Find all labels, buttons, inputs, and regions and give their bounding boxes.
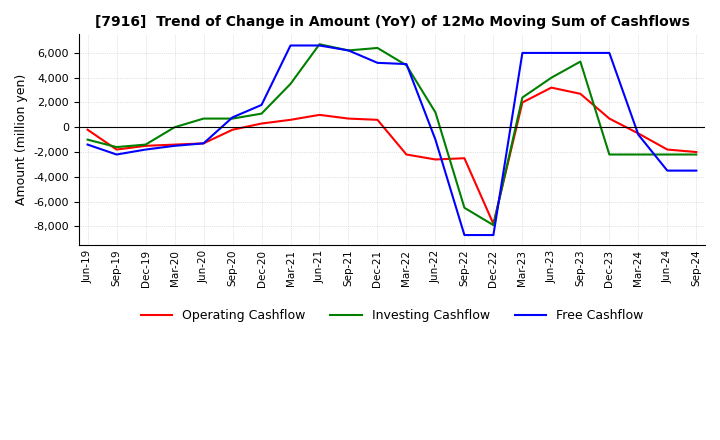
Investing Cashflow (141, 142, 150, 147)
Legend: Operating Cashflow, Investing Cashflow, Free Cashflow: Operating Cashflow, Investing Cashflow, … (135, 304, 648, 327)
Operating Cashflow (692, 150, 701, 155)
Operating Cashflow (344, 116, 353, 121)
Operating Cashflow (518, 100, 527, 105)
Investing Cashflow (344, 48, 353, 53)
Free Cashflow (112, 152, 121, 157)
Investing Cashflow (84, 137, 92, 142)
Investing Cashflow (518, 95, 527, 100)
Investing Cashflow (257, 111, 266, 116)
Free Cashflow (663, 168, 672, 173)
Free Cashflow (576, 50, 585, 55)
Free Cashflow (489, 232, 498, 238)
Free Cashflow (228, 115, 237, 120)
Line: Investing Cashflow: Investing Cashflow (88, 44, 696, 225)
Operating Cashflow (112, 147, 121, 152)
Operating Cashflow (373, 117, 382, 122)
Free Cashflow (634, 132, 643, 137)
Investing Cashflow (605, 152, 613, 157)
Operating Cashflow (315, 112, 324, 117)
Free Cashflow (286, 43, 294, 48)
Line: Free Cashflow: Free Cashflow (88, 45, 696, 235)
Operating Cashflow (605, 116, 613, 121)
Free Cashflow (547, 50, 556, 55)
Investing Cashflow (547, 75, 556, 81)
Investing Cashflow (170, 125, 179, 130)
Free Cashflow (692, 168, 701, 173)
Free Cashflow (315, 43, 324, 48)
Operating Cashflow (547, 85, 556, 90)
Operating Cashflow (576, 91, 585, 96)
Investing Cashflow (199, 116, 208, 121)
Free Cashflow (605, 50, 613, 55)
Operating Cashflow (460, 156, 469, 161)
Investing Cashflow (634, 152, 643, 157)
Operating Cashflow (228, 127, 237, 132)
Free Cashflow (257, 103, 266, 108)
Investing Cashflow (431, 110, 440, 115)
Operating Cashflow (286, 117, 294, 122)
Operating Cashflow (199, 141, 208, 146)
Investing Cashflow (286, 81, 294, 87)
Operating Cashflow (141, 143, 150, 148)
Operating Cashflow (402, 152, 411, 157)
Operating Cashflow (431, 157, 440, 162)
Free Cashflow (402, 62, 411, 67)
Investing Cashflow (112, 144, 121, 150)
Operating Cashflow (84, 127, 92, 132)
Title: [7916]  Trend of Change in Amount (YoY) of 12Mo Moving Sum of Cashflows: [7916] Trend of Change in Amount (YoY) o… (94, 15, 689, 29)
Free Cashflow (518, 50, 527, 55)
Free Cashflow (84, 142, 92, 147)
Free Cashflow (170, 143, 179, 148)
Free Cashflow (344, 48, 353, 53)
Operating Cashflow (257, 121, 266, 126)
Line: Operating Cashflow: Operating Cashflow (88, 88, 696, 224)
Operating Cashflow (634, 131, 643, 136)
Free Cashflow (460, 232, 469, 238)
Operating Cashflow (663, 147, 672, 152)
Investing Cashflow (489, 223, 498, 228)
Free Cashflow (373, 60, 382, 66)
Investing Cashflow (402, 62, 411, 68)
Investing Cashflow (228, 116, 237, 121)
Free Cashflow (199, 141, 208, 146)
Investing Cashflow (576, 59, 585, 64)
Investing Cashflow (663, 152, 672, 157)
Operating Cashflow (489, 221, 498, 227)
Investing Cashflow (692, 152, 701, 157)
Free Cashflow (431, 137, 440, 142)
Investing Cashflow (315, 42, 324, 47)
Y-axis label: Amount (million yen): Amount (million yen) (15, 74, 28, 205)
Operating Cashflow (170, 142, 179, 147)
Free Cashflow (141, 147, 150, 152)
Investing Cashflow (373, 45, 382, 51)
Investing Cashflow (460, 205, 469, 210)
